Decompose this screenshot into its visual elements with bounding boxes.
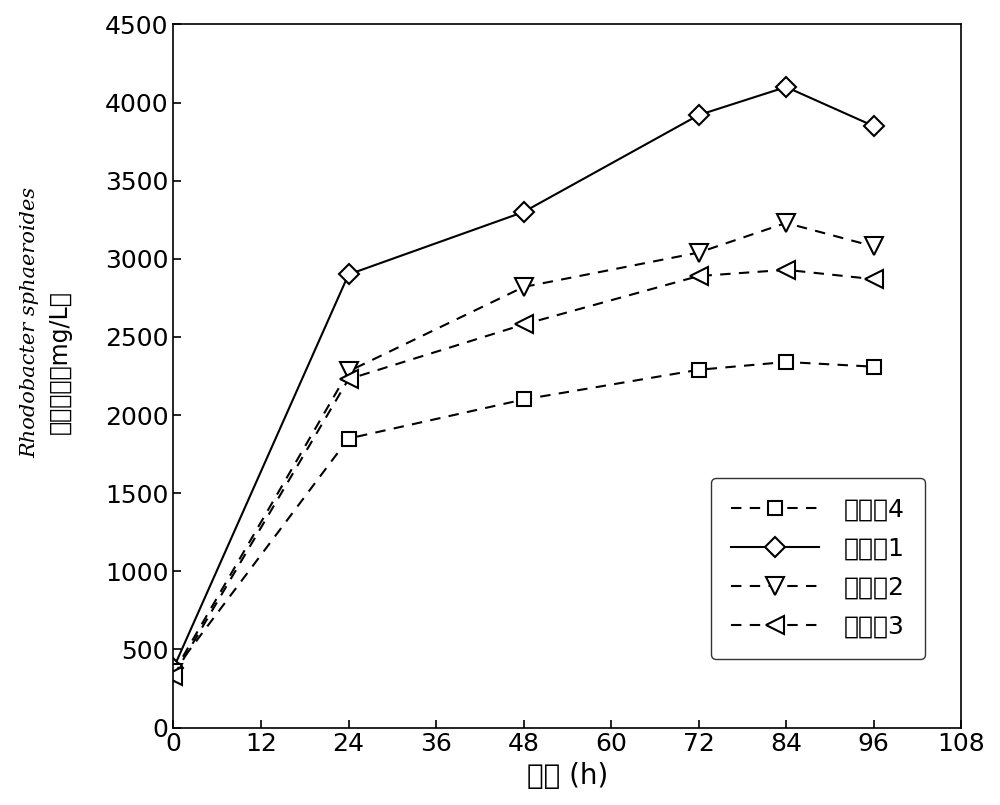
Line: 实施例4: 实施例4	[167, 355, 881, 679]
实施例3	[167, 671, 179, 681]
Text: 菌体产量（mg/L）: 菌体产量（mg/L）	[48, 291, 72, 434]
实施例1	[780, 82, 792, 92]
实施例2	[518, 283, 530, 292]
实施例1	[868, 122, 880, 131]
实施例2	[693, 248, 705, 258]
实施例4	[343, 434, 355, 444]
实施例4	[780, 357, 792, 367]
Line: 实施例3: 实施例3	[164, 261, 883, 685]
实施例3	[868, 275, 880, 284]
实施例3	[780, 265, 792, 275]
Line: 实施例2: 实施例2	[164, 214, 883, 682]
实施例3	[518, 320, 530, 329]
实施例4	[693, 365, 705, 374]
Legend: 实施例4, 实施例1, 实施例2, 实施例3: 实施例4, 实施例1, 实施例2, 实施例3	[711, 478, 925, 658]
X-axis label: 时间 (h): 时间 (h)	[527, 762, 608, 790]
实施例2	[868, 242, 880, 251]
实施例1	[343, 270, 355, 279]
Text: Rhodobacter sphaeroides: Rhodobacter sphaeroides	[20, 187, 40, 457]
实施例4	[868, 361, 880, 371]
实施例2	[343, 366, 355, 376]
实施例4	[167, 667, 179, 676]
实施例1	[518, 207, 530, 217]
实施例2	[167, 668, 179, 678]
实施例1	[167, 663, 179, 673]
实施例3	[693, 271, 705, 281]
实施例4	[518, 394, 530, 404]
Line: 实施例1: 实施例1	[167, 80, 881, 675]
实施例2	[780, 218, 792, 228]
实施例3	[343, 374, 355, 384]
实施例1	[693, 110, 705, 120]
